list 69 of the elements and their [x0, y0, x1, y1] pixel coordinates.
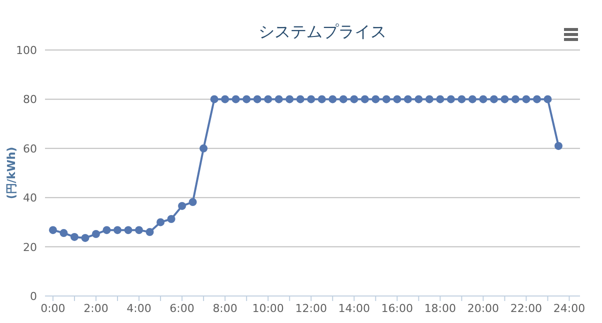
point — [60, 229, 68, 238]
point — [242, 95, 251, 104]
x-tick-label: 0:00 — [40, 302, 66, 315]
point — [113, 226, 122, 234]
point — [544, 95, 552, 104]
point — [414, 95, 423, 104]
x-tick-label: 4:00 — [126, 302, 152, 315]
point — [554, 142, 562, 150]
point — [232, 95, 240, 104]
point — [393, 95, 402, 104]
x-tick-label: 24:00 — [553, 302, 586, 315]
y-axis-title: (円/kWh) — [5, 146, 18, 200]
point — [81, 234, 90, 242]
point — [135, 226, 144, 234]
x-tick-label: 22:00 — [510, 302, 542, 315]
x-tick-label: 6:00 — [170, 302, 194, 315]
y-tick-label: 20 — [23, 240, 37, 254]
y-tick-label: 80 — [23, 93, 37, 106]
x-tick-label: 20:00 — [467, 302, 500, 315]
point — [286, 95, 294, 104]
y-tick-label: 60 — [23, 142, 37, 156]
point — [188, 198, 197, 206]
point — [490, 95, 498, 104]
x-tick-label: 12:00 — [295, 302, 327, 315]
point — [446, 95, 455, 104]
point — [221, 95, 230, 104]
y-tick-label: 40 — [23, 192, 37, 205]
point — [318, 95, 326, 104]
point — [307, 95, 316, 104]
point — [253, 95, 262, 104]
point — [532, 95, 541, 104]
chart-title: システムプライス — [258, 22, 386, 41]
point — [425, 95, 434, 104]
point — [372, 95, 380, 104]
point — [200, 144, 208, 152]
point — [274, 95, 283, 104]
point — [382, 95, 390, 104]
point — [458, 95, 466, 104]
point — [511, 95, 520, 104]
y-tick-label: 100 — [16, 44, 37, 57]
point — [296, 95, 304, 104]
point — [339, 95, 348, 104]
point — [70, 232, 78, 241]
point — [210, 95, 218, 104]
point — [468, 95, 476, 104]
point — [436, 95, 444, 104]
point — [264, 95, 272, 104]
x-tick-label: 10:00 — [252, 302, 284, 315]
point — [522, 95, 530, 104]
x-tick-label: 18:00 — [424, 302, 456, 315]
point — [92, 230, 100, 238]
point — [500, 95, 509, 104]
point — [124, 226, 132, 234]
point — [146, 228, 154, 236]
x-tick-label: 2:00 — [84, 302, 108, 315]
point — [167, 215, 176, 223]
point — [350, 95, 358, 104]
y-tick-label: 0 — [30, 290, 37, 303]
point — [178, 202, 186, 210]
point — [479, 95, 488, 104]
point — [328, 95, 337, 104]
point — [156, 218, 165, 226]
point — [102, 226, 111, 234]
x-tick-label: 14:00 — [338, 302, 370, 315]
point — [404, 95, 412, 104]
point — [48, 226, 57, 234]
x-tick-label: 8:00 — [212, 302, 238, 315]
point — [360, 95, 369, 104]
x-tick-label: 16:00 — [381, 302, 413, 315]
